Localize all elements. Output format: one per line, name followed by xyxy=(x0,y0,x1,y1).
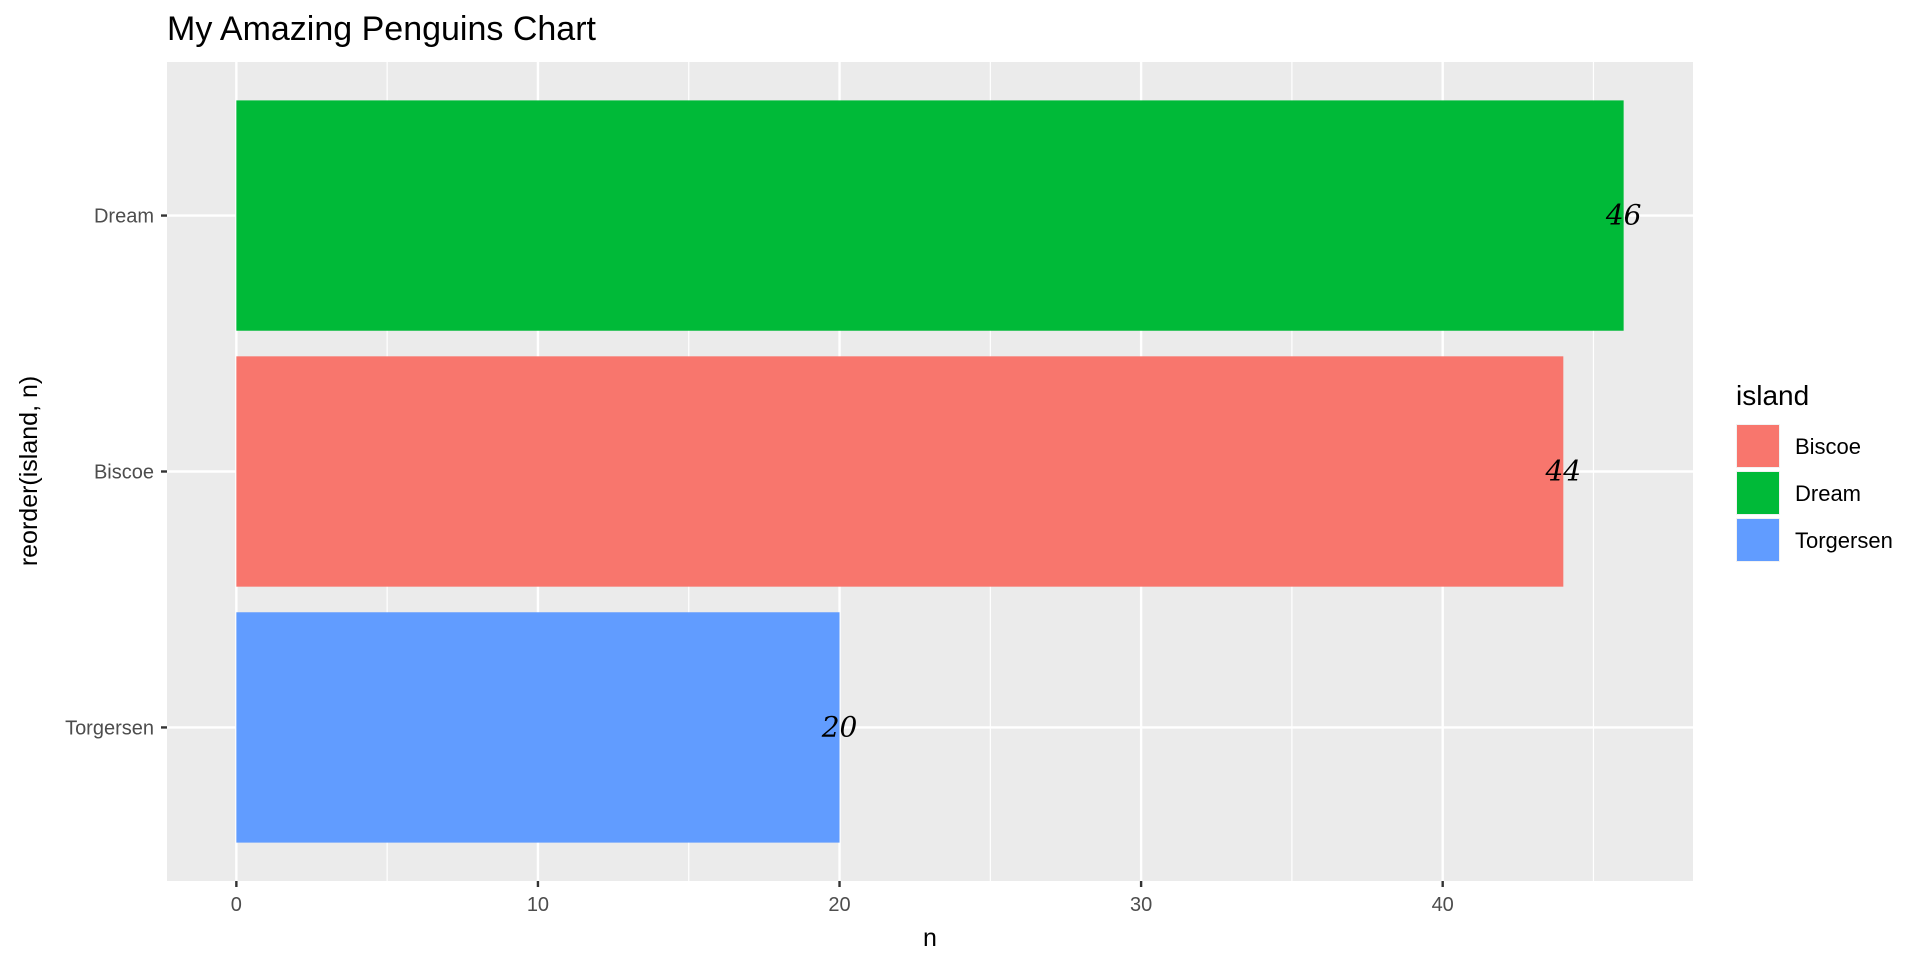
legend-title: island xyxy=(1736,380,1809,411)
axes: Torgersen Biscoe Dream 0 10 20 30 40 xyxy=(65,206,1454,916)
chart-title: My Amazing Penguins Chart xyxy=(167,10,597,48)
legend-label-biscoe: Biscoe xyxy=(1795,434,1861,459)
y-tick-label: Torgersen xyxy=(65,717,154,739)
legend-swatch-dream xyxy=(1737,472,1779,514)
x-tick-label: 20 xyxy=(828,894,850,916)
x-tick-label: 40 xyxy=(1432,894,1454,916)
legend-swatch-biscoe xyxy=(1737,425,1779,467)
data-label-torgersen: 20 xyxy=(821,710,858,743)
legend-label-torgersen: Torgersen xyxy=(1795,528,1893,553)
y-tick-label: Biscoe xyxy=(94,462,154,484)
x-axis-title: n xyxy=(923,924,937,952)
data-label-biscoe: 44 xyxy=(1544,455,1581,488)
legend: island Biscoe Dream Torgersen xyxy=(1736,380,1893,562)
bar-dream xyxy=(236,100,1624,331)
legend-label-dream: Dream xyxy=(1795,481,1861,506)
data-label-dream: 46 xyxy=(1605,199,1642,232)
x-tick-label: 30 xyxy=(1130,894,1152,916)
y-tick-label: Dream xyxy=(94,206,154,228)
legend-swatch-torgersen xyxy=(1737,519,1779,561)
bar-biscoe xyxy=(236,356,1564,587)
data-labels: 20 44 46 xyxy=(821,199,1642,744)
x-tick-label: 0 xyxy=(231,894,242,916)
x-tick-label: 10 xyxy=(527,894,549,916)
y-axis-title: reorder(island, n) xyxy=(15,376,43,566)
bar-torgersen xyxy=(236,612,840,843)
bars xyxy=(236,100,1624,843)
